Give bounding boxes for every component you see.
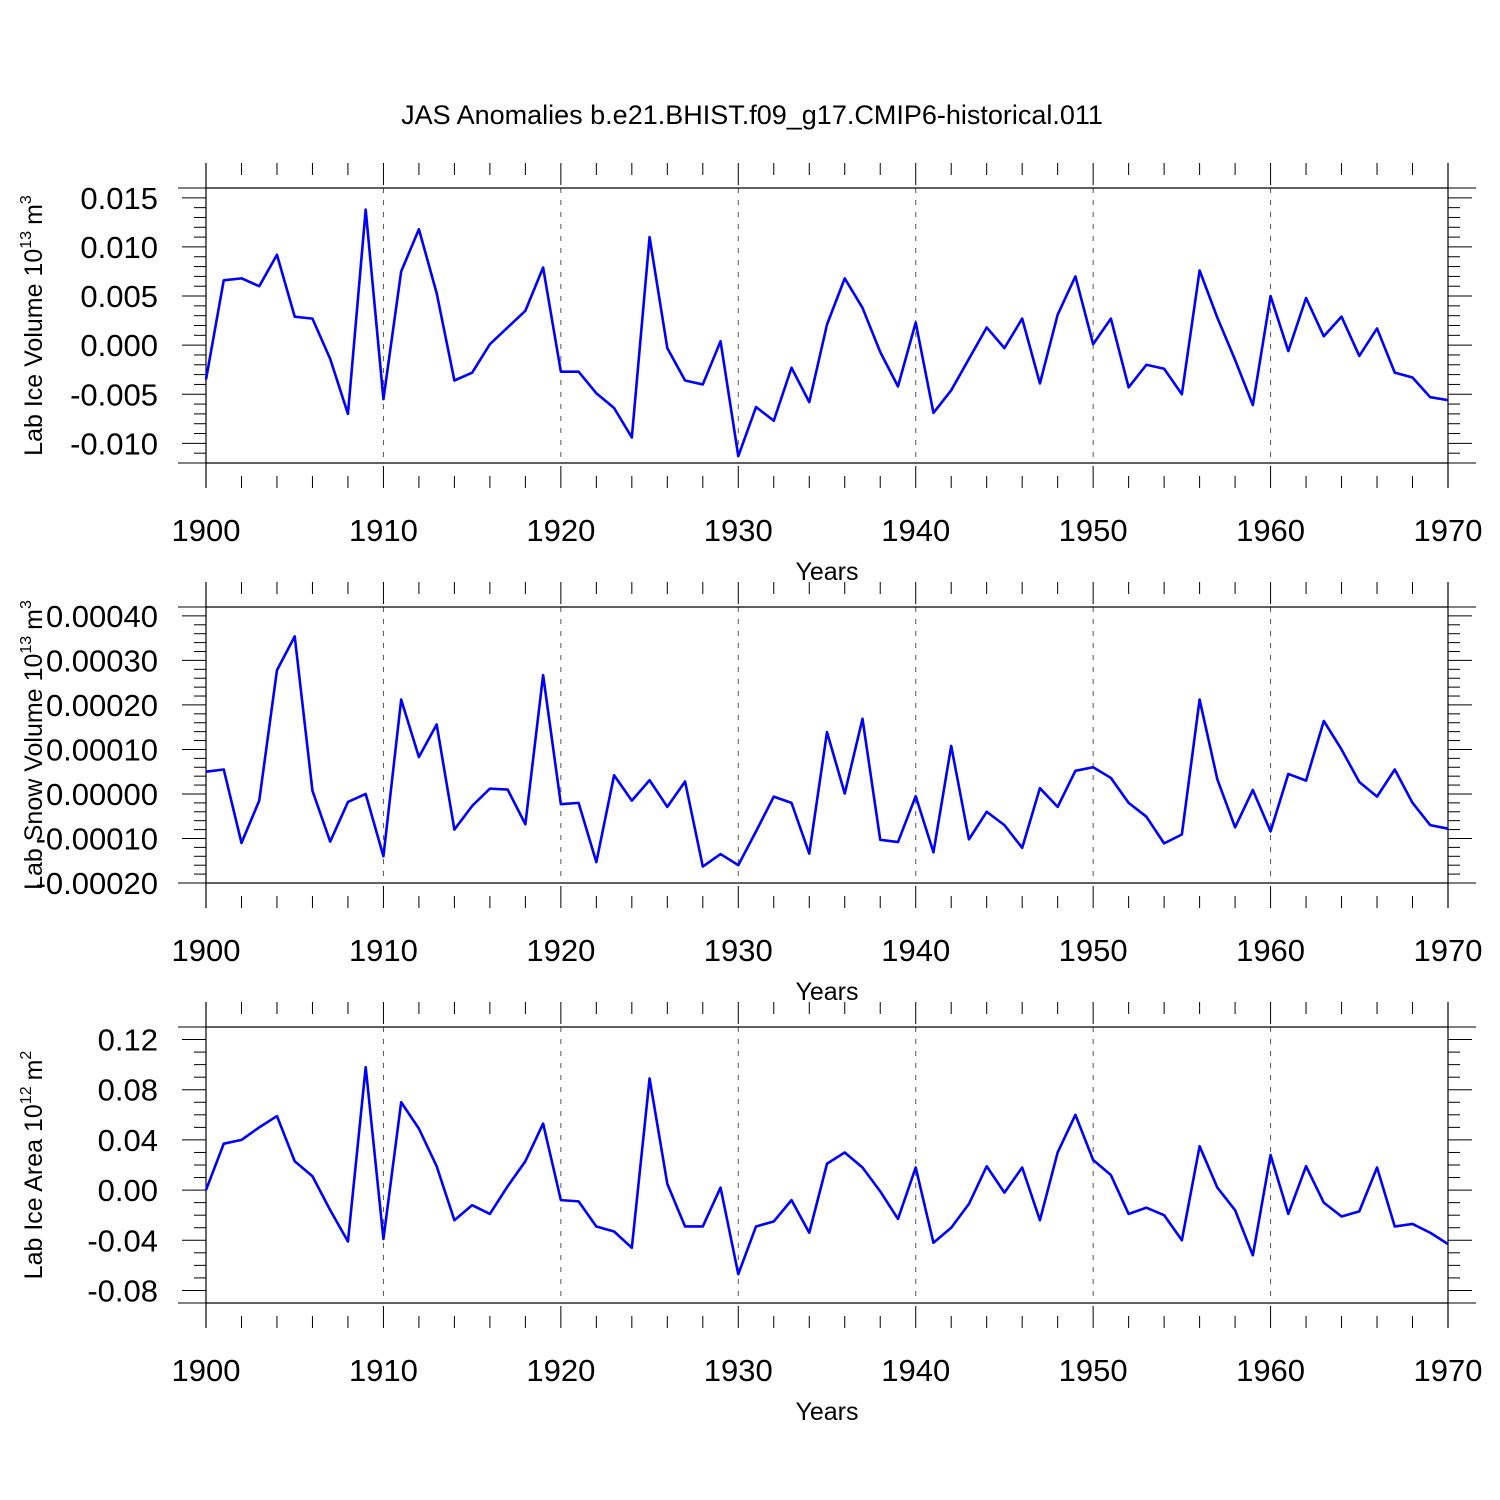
y-tick-label: 0.010 xyxy=(80,230,158,265)
x-tick-label: 1920 xyxy=(526,1353,595,1388)
y-tick-label: 0.00 xyxy=(98,1173,158,1208)
x-tick-label: 1900 xyxy=(172,933,241,968)
y-tick-label: 0.00030 xyxy=(46,643,158,678)
y-axis-label: Lab Snow Volume 1013 m3 xyxy=(18,600,48,890)
y-axis-label-exp: 13 xyxy=(18,231,35,249)
y-tick-label: 0.04 xyxy=(98,1123,158,1158)
x-tick-label: 1910 xyxy=(349,933,418,968)
y-axis-label: Lab Ice Volume 1013 m3 xyxy=(18,195,48,456)
y-axis-label-unit: m xyxy=(20,204,48,225)
y-axis-label-unit-exp: 2 xyxy=(18,1051,35,1060)
x-tick-label: 1910 xyxy=(349,513,418,548)
y-tick-label: -0.005 xyxy=(70,377,158,412)
x-tick-label: 1910 xyxy=(349,1353,418,1388)
x-axis-label: Years xyxy=(795,978,858,1006)
x-tick-label: 1950 xyxy=(1059,513,1128,548)
y-tick-label: -0.010 xyxy=(70,426,158,461)
series-line-lab-snow-volume xyxy=(205,635,1449,868)
y-tick-label: 0.08 xyxy=(98,1073,158,1108)
y-axis-label-unit-exp: 3 xyxy=(18,600,35,609)
x-tick-label: 1930 xyxy=(704,1353,773,1388)
panel-lab-ice-area: 1900 1910 1920 1930 1940 1950 1960 1970 Years -0.… xyxy=(18,1002,1482,1426)
y-axis-label-exp: 12 xyxy=(18,1086,35,1104)
panel-lab-ice-volume: 1900 1910 1920 1930 1940 1950 1960 1970 Years -0.… xyxy=(18,163,1482,586)
x-tick-label: 1940 xyxy=(881,933,950,968)
series-line-lab-ice-area xyxy=(204,1065,1449,1276)
y-axis-label: Lab Ice Area 1012 m2 xyxy=(18,1051,48,1280)
x-axis-label: Years xyxy=(795,558,858,586)
x-tick-label: 1940 xyxy=(881,513,950,548)
x-tick-label: 1970 xyxy=(1414,513,1483,548)
series-line-lab-ice-volume xyxy=(204,208,1449,458)
x-tick-label: 1900 xyxy=(172,513,241,548)
x-tick-label: 1930 xyxy=(704,513,773,548)
figure-title: JAS Anomalies b.e21.BHIST.f09_g17.CMIP6-… xyxy=(401,100,1103,130)
x-tick-label: 1940 xyxy=(881,1353,950,1388)
x-tick-label: 1960 xyxy=(1236,1353,1305,1388)
y-axis-label-text: Lab Ice Area 10 xyxy=(20,1104,48,1279)
x-tick-label: 1950 xyxy=(1059,933,1128,968)
y-axis-label-text: Lab Snow Volume 10 xyxy=(20,654,48,890)
y-tick-label: 0.00000 xyxy=(46,777,158,812)
x-tick-label: 1960 xyxy=(1236,513,1305,548)
x-axis-label: Years xyxy=(795,1398,858,1426)
x-tick-label: 1920 xyxy=(526,933,595,968)
y-tick-label: 0.000 xyxy=(80,328,158,363)
chart-panels: 1900 1910 1920 1930 1940 1950 1960 1970 Years -0.… xyxy=(18,163,1482,1426)
y-tick-label: -0.04 xyxy=(87,1223,158,1258)
x-tick-label: 1970 xyxy=(1414,933,1483,968)
y-axis-label-unit: m xyxy=(20,1060,48,1081)
y-axis-label-unit-exp: 3 xyxy=(18,195,35,204)
y-tick-label: -0.00010 xyxy=(36,821,158,856)
y-tick-label: 0.12 xyxy=(98,1023,158,1058)
y-tick-label: 0.005 xyxy=(80,279,158,314)
y-axis-label-exp: 13 xyxy=(18,636,35,654)
x-tick-label: 1970 xyxy=(1414,1353,1483,1388)
x-tick-label: 1950 xyxy=(1059,1353,1128,1388)
x-tick-label: 1900 xyxy=(172,1353,241,1388)
y-tick-label: 0.00020 xyxy=(46,688,158,723)
x-tick-label: 1960 xyxy=(1236,933,1305,968)
y-axis-label-text: Lab Ice Volume 10 xyxy=(20,249,48,456)
y-tick-label: -0.00020 xyxy=(36,866,158,901)
y-tick-label: 0.00040 xyxy=(46,599,158,634)
y-axis-label-unit: m xyxy=(20,609,48,630)
y-tick-label: 0.00010 xyxy=(46,732,158,767)
x-tick-label: 1930 xyxy=(704,933,773,968)
y-tick-label: -0.08 xyxy=(87,1273,158,1308)
y-tick-label: 0.015 xyxy=(80,181,158,216)
panel-lab-snow-volume: 1900 1910 1920 1930 1940 1950 1960 1970 Years -0.… xyxy=(18,582,1482,1006)
x-tick-label: 1920 xyxy=(526,513,595,548)
